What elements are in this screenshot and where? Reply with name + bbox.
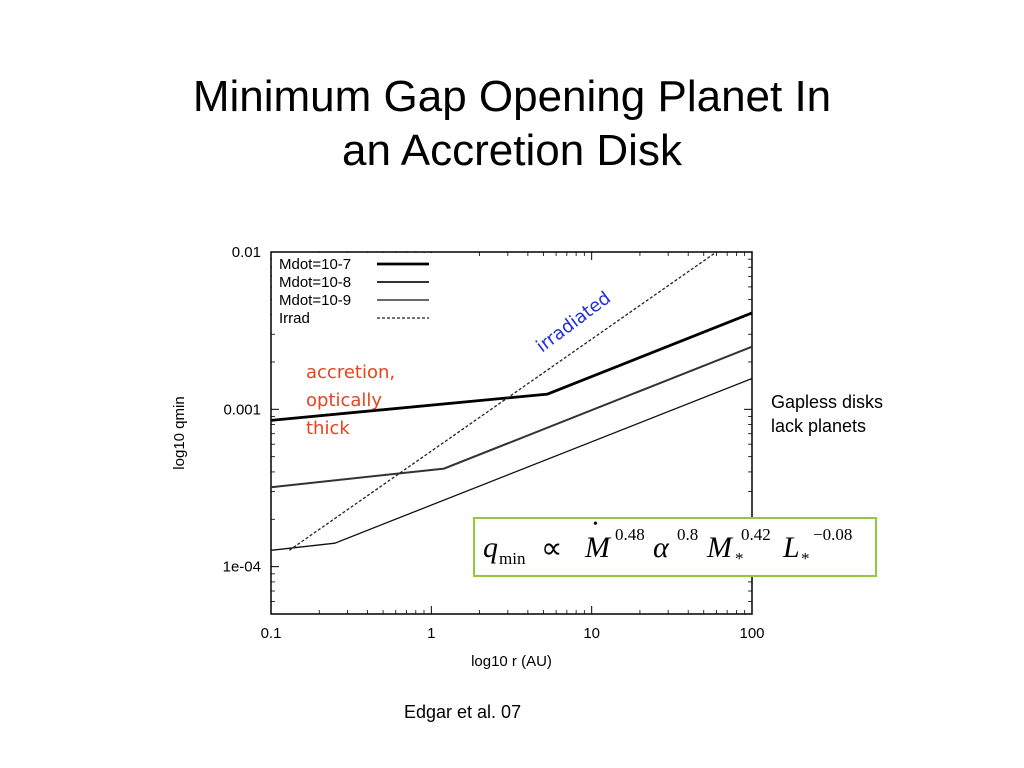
series-layer <box>270 251 753 551</box>
legend-label: Irrad <box>279 310 310 327</box>
qmin-scaling-formula: q min ∝ • M 0.48 α 0.8 M * 0.42 L * −0.0… <box>483 517 873 575</box>
legend-label: Mdot=10-9 <box>279 292 351 309</box>
formula-mdot: M <box>585 531 610 564</box>
x-axis: 0.1 1 10 100 <box>261 252 765 642</box>
formula-box: q min ∝ • M 0.48 α 0.8 M * 0.42 L * −0.0… <box>473 517 877 577</box>
annotation-accretion-2: optically <box>306 390 382 411</box>
gapless-note: Gapless disks lack planets <box>771 390 931 438</box>
x-tick-label: 0.1 <box>261 625 282 642</box>
series-line-3 <box>270 377 753 551</box>
slide-title: Minimum Gap Opening Planet In an Accreti… <box>0 70 1024 178</box>
x-tick-label: 1 <box>427 625 435 642</box>
formula-alpha: α <box>653 531 669 564</box>
formula-q-sub: min <box>499 549 526 568</box>
legend-label: Mdot=10-8 <box>279 274 351 291</box>
series-line-2 <box>270 345 753 489</box>
y-axis-label: log10 qmin <box>171 396 188 469</box>
formula-propto: ∝ <box>541 532 563 565</box>
formula-mstar-exp: 0.42 <box>741 525 771 544</box>
y-tick-label: 0.001 <box>223 401 261 418</box>
legend-background <box>272 253 432 331</box>
formula-mstar-sub: * <box>735 549 744 568</box>
axis-labels: log10 r (AU) log10 qmin <box>171 396 552 670</box>
legend-label: Mdot=10-7 <box>279 256 351 273</box>
series-line-4 <box>288 251 717 551</box>
formula-lstar-exp: −0.08 <box>813 525 853 544</box>
formula-lstar-sub: * <box>801 549 810 568</box>
formula-mdot-dot: • <box>593 517 598 532</box>
y-tick-label: 0.01 <box>232 244 261 261</box>
x-axis-label: log10 r (AU) <box>471 653 552 670</box>
gapless-note-line-2: lack planets <box>771 416 867 436</box>
x-tick-label: 10 <box>583 625 600 642</box>
formula-q: q <box>483 531 498 564</box>
formula-alpha-exp: 0.8 <box>677 525 699 544</box>
formula-mstar: M <box>707 531 732 564</box>
slide-title-line-1: Minimum Gap Opening Planet In <box>192 72 832 121</box>
annotation-accretion-3: thick <box>306 418 350 439</box>
slide-title-line-2: an Accretion Disk <box>342 126 682 175</box>
gapless-note-line-1: Gapless disks <box>771 392 884 412</box>
annotation-accretion-1: accretion, <box>306 362 395 383</box>
x-tick-label: 100 <box>739 625 764 642</box>
y-tick-label: 1e-04 <box>223 559 261 576</box>
formula-lstar: L <box>783 531 800 564</box>
formula-mdot-exp: 0.48 <box>615 525 645 544</box>
citation: Edgar et al. 07 <box>404 702 522 722</box>
series-line-1 <box>270 311 753 422</box>
